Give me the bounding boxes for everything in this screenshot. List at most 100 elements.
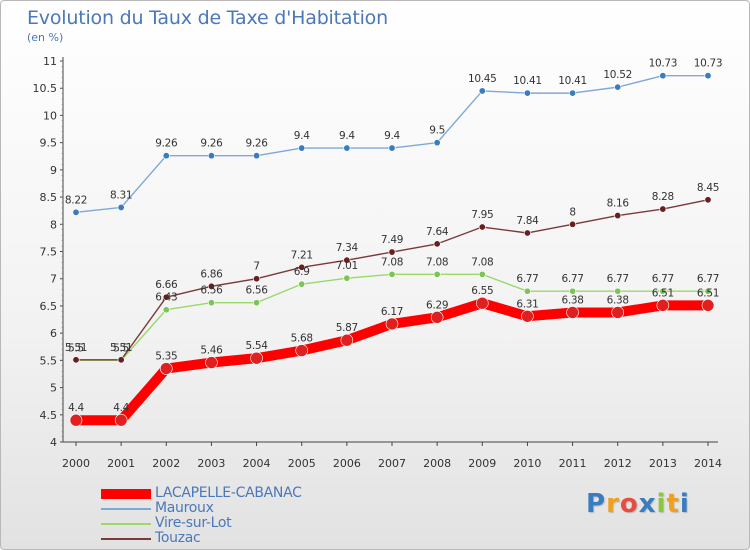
data-label: 6.77 (607, 273, 629, 285)
data-label: 5.35 (155, 351, 177, 363)
x-tick-label: 2007 (378, 457, 406, 470)
y-tick-label: 9 (50, 164, 57, 177)
data-point (72, 208, 80, 216)
data-label: 5.51 (65, 342, 87, 354)
x-tick-label: 2004 (243, 457, 271, 470)
data-label: 6.77 (697, 273, 719, 285)
data-label: 6.31 (516, 298, 538, 310)
data-point (704, 72, 712, 80)
data-label: 7.01 (336, 260, 358, 272)
data-point (656, 299, 670, 312)
data-label: 9.26 (155, 138, 178, 150)
data-point (117, 356, 125, 364)
data-point (478, 223, 486, 231)
data-point (478, 87, 486, 95)
data-label: 6.51 (697, 287, 719, 299)
data-point (207, 282, 215, 290)
logo-letter: P (586, 489, 607, 519)
legend-swatch (101, 538, 151, 540)
data-point (205, 356, 218, 369)
proxiti-logo: Proxiti (586, 489, 690, 519)
data-point (72, 356, 80, 364)
data-label: 6.38 (561, 294, 583, 306)
data-label: 5.5 (113, 342, 129, 354)
data-point (433, 270, 441, 278)
data-point (253, 275, 261, 283)
data-label: 9.4 (384, 130, 400, 142)
data-point (614, 287, 622, 295)
data-point (162, 293, 170, 301)
data-label: 8.16 (607, 198, 630, 210)
data-point (340, 333, 354, 347)
legend-label: Vire-sur-Lot (155, 515, 232, 531)
data-label: 10.41 (558, 75, 587, 87)
data-point (659, 72, 667, 80)
data-point (388, 270, 396, 278)
data-point (69, 413, 83, 427)
data-point (298, 144, 306, 152)
data-point (295, 344, 309, 357)
data-label: 5.87 (336, 322, 358, 334)
data-point (569, 287, 577, 295)
logo-letter: t (666, 489, 680, 519)
legend-swatch (101, 508, 151, 510)
x-tick-label: 2013 (649, 457, 677, 470)
data-point (478, 270, 486, 278)
y-tick-label: 6 (50, 327, 57, 340)
y-tick-label: 4 (50, 436, 57, 449)
data-point (162, 306, 170, 314)
legend-label: Mauroux (155, 500, 214, 516)
data-point (475, 296, 489, 310)
data-label: 7 (253, 261, 259, 273)
x-tick-label: 2010 (513, 457, 541, 470)
x-tick-label: 2005 (288, 457, 316, 470)
data-label: 10.73 (649, 58, 678, 70)
data-point (430, 311, 444, 324)
data-point (298, 263, 306, 271)
data-label: 5.68 (291, 333, 313, 345)
data-point (701, 299, 715, 312)
data-point (162, 152, 170, 160)
data-label: 6.56 (200, 285, 223, 297)
y-tick-label: 5 (50, 382, 57, 395)
data-point (569, 220, 577, 228)
x-tick-label: 2002 (152, 457, 180, 470)
data-label: 6.38 (607, 294, 629, 306)
data-label: 6.29 (426, 299, 448, 311)
data-label: 8.45 (697, 182, 719, 194)
data-label: 6.55 (471, 285, 493, 297)
x-tick-label: 2008 (423, 457, 451, 470)
data-label: 6.9 (294, 266, 310, 278)
data-label: 6.17 (381, 306, 403, 318)
data-point (523, 287, 531, 295)
y-tick-label: 5.5 (40, 354, 58, 367)
data-label: 9.26 (200, 138, 223, 150)
data-label: 8.28 (652, 191, 674, 203)
data-point (523, 89, 531, 97)
y-tick-label: 7 (50, 273, 57, 286)
data-point (159, 362, 173, 375)
x-tick-label: 2006 (333, 457, 361, 470)
data-label: 5.46 (200, 345, 223, 357)
x-tick-label: 2001 (107, 457, 135, 470)
chart-title: Evolution du Taux de Taxe d'Habitation (27, 7, 388, 29)
logo-letter: i (656, 489, 667, 519)
data-label: 9.4 (339, 130, 355, 142)
data-point (250, 351, 263, 365)
data-point (207, 152, 215, 160)
data-label: 10.41 (513, 75, 542, 87)
data-label: 9.26 (245, 138, 268, 150)
y-tick-label: 8.5 (40, 191, 58, 204)
data-label: 4.4 (113, 402, 129, 414)
data-label: 7.49 (381, 234, 403, 246)
data-label: 9.5 (429, 125, 445, 137)
data-point (659, 287, 667, 295)
data-point (433, 139, 441, 147)
data-point (117, 203, 125, 211)
data-point (253, 299, 261, 307)
x-tick-label: 2014 (694, 457, 722, 470)
data-label: 6.56 (245, 285, 268, 297)
data-point (704, 287, 712, 295)
data-point (521, 309, 534, 323)
data-point (343, 256, 351, 264)
